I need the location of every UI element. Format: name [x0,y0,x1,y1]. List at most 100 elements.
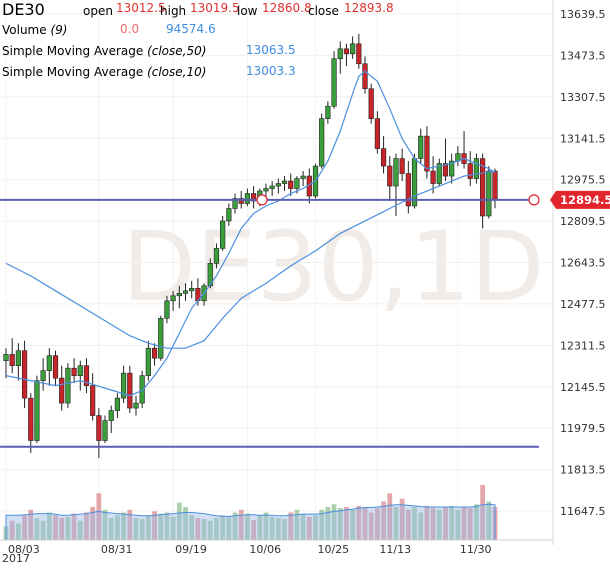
candle[interactable] [90,373,96,421]
level-handle-right[interactable] [528,194,540,206]
sma50-param: (close,50) [147,44,206,58]
candle[interactable] [158,315,164,361]
candles-layer[interactable] [3,33,498,458]
candle[interactable] [226,203,232,226]
candle[interactable] [220,215,226,251]
candle[interactable] [387,156,393,201]
candle[interactable] [121,365,127,404]
price-badge-bg [556,190,610,209]
candle[interactable] [207,258,213,289]
candle[interactable] [232,193,238,214]
candle[interactable] [418,128,424,164]
volume-label-text: Volume [2,23,47,37]
candle[interactable] [127,365,133,414]
candle[interactable] [151,343,158,366]
volume-sma-area [5,503,496,541]
candle[interactable] [46,348,52,386]
grid [2,4,553,540]
candle[interactable] [461,131,467,169]
candle[interactable] [374,111,380,154]
level-handle-left[interactable] [256,194,268,206]
candle-body [232,198,238,209]
candle-body [368,88,374,119]
candle[interactable] [492,168,498,209]
candle[interactable] [3,348,9,379]
candle[interactable] [145,340,151,381]
candle[interactable] [275,178,281,194]
volume-bar [15,523,21,540]
candle-body [145,347,151,376]
candle[interactable] [164,295,170,324]
candle[interactable] [139,370,145,409]
volume-bar [405,509,411,540]
candle[interactable] [331,51,337,109]
candle[interactable] [40,358,46,391]
volume-bar [424,505,430,540]
candle[interactable] [473,153,480,184]
candle[interactable] [405,161,411,214]
candle[interactable] [250,186,257,209]
candle[interactable] [343,43,350,67]
candle[interactable] [28,393,34,453]
volume-label: Volume (9) [2,23,67,37]
candle[interactable] [455,146,461,167]
candle[interactable] [325,101,331,124]
candle[interactable] [350,36,356,59]
candle-body [90,385,96,416]
candle[interactable] [300,171,306,187]
candle[interactable] [436,158,442,187]
candle[interactable] [102,415,108,444]
volume-bar [77,520,83,540]
candle[interactable] [71,358,77,384]
candle-body [250,193,257,202]
volume-bar [46,512,52,540]
candle-body [480,158,486,217]
candle[interactable] [34,375,40,444]
candle[interactable] [52,350,59,386]
candle[interactable] [9,338,15,374]
watermark: DE30,1D [122,211,544,323]
candle-body [393,158,399,187]
candle[interactable] [83,358,90,394]
candle-body [374,118,380,149]
candle[interactable] [356,33,362,69]
candle[interactable] [449,153,455,184]
candle[interactable] [108,405,114,434]
candle[interactable] [467,151,473,187]
candle[interactable] [77,360,83,391]
sma10-param: (close,10) [147,65,206,79]
candle[interactable] [337,41,343,74]
candle[interactable] [424,126,430,179]
candle[interactable] [362,56,368,94]
candle[interactable] [368,83,374,124]
candle[interactable] [244,188,251,206]
volume-bar [356,505,362,540]
candle[interactable] [21,340,28,409]
candle[interactable] [380,136,387,174]
y-tick-label: 13141.5 [560,132,606,145]
candle[interactable] [442,138,449,182]
candle[interactable] [133,395,139,416]
candle[interactable] [15,343,21,381]
x-tick-label: 08/31 [101,543,133,556]
candle[interactable] [430,156,436,194]
horizontal-levels[interactable] [0,194,540,448]
candle[interactable] [176,285,182,309]
candle[interactable] [269,181,275,197]
price-badge-text: 12894.5 [560,193,610,207]
candle[interactable] [182,283,189,301]
volume-bar [474,504,479,540]
candle[interactable] [189,280,195,299]
candle[interactable] [213,243,220,269]
candle[interactable] [114,393,121,419]
candle[interactable] [65,363,71,409]
candle[interactable] [170,290,176,311]
candle[interactable] [399,148,405,182]
candle[interactable] [319,113,325,169]
candle[interactable] [486,166,492,219]
candle[interactable] [96,408,102,458]
candle[interactable] [281,176,288,192]
candle[interactable] [288,173,294,197]
candle[interactable] [59,365,65,411]
